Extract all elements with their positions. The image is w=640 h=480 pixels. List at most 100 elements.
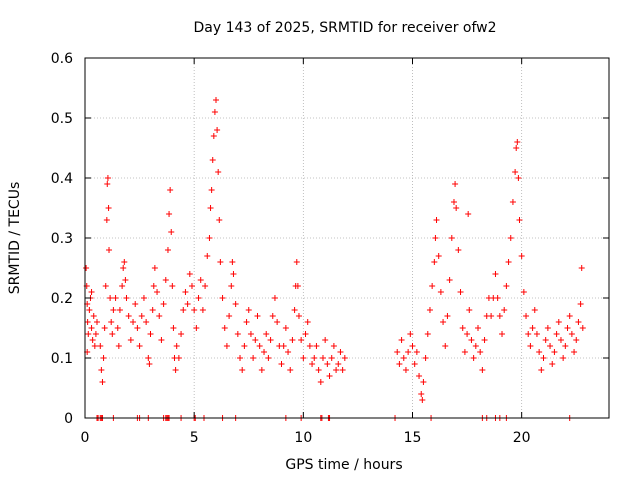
data-point <box>418 391 425 397</box>
data-point <box>394 349 401 355</box>
data-point <box>206 235 213 241</box>
data-point <box>512 169 519 175</box>
data-point <box>416 373 423 379</box>
data-point <box>333 367 340 373</box>
data-point <box>285 349 292 355</box>
data-point <box>568 331 575 337</box>
data-point <box>289 337 296 343</box>
data-point <box>337 349 344 355</box>
data-point <box>241 343 248 349</box>
data-point <box>429 283 436 289</box>
data-point <box>339 367 346 373</box>
data-point <box>518 253 525 259</box>
data-point <box>341 355 348 361</box>
data-point <box>211 109 218 115</box>
data-point <box>138 313 145 319</box>
data-point <box>207 205 214 211</box>
axes: 0 0.1 0.2 0.3 0.4 0.5 0.6 0 5 10 15 20 <box>51 51 609 446</box>
data-point <box>232 301 239 307</box>
data-point <box>442 343 449 349</box>
data-point <box>197 277 204 283</box>
data-point <box>448 235 455 241</box>
x-tick-label: 20 <box>513 430 531 446</box>
data-point <box>89 337 96 343</box>
data-point <box>317 379 324 385</box>
data-point <box>271 295 278 301</box>
data-point <box>250 355 257 361</box>
data-point <box>470 355 477 361</box>
data-point <box>215 169 222 175</box>
data-point <box>525 331 532 337</box>
data-point <box>282 325 289 331</box>
data-point <box>274 319 281 325</box>
data-point <box>195 295 202 301</box>
data-point <box>465 211 472 217</box>
data-point <box>158 337 165 343</box>
data-point <box>422 355 429 361</box>
data-point <box>551 349 558 355</box>
data-point <box>160 301 167 307</box>
data-point <box>226 313 233 319</box>
data-point <box>99 379 106 385</box>
data-point <box>492 271 499 277</box>
data-point <box>555 319 562 325</box>
data-point <box>455 247 462 253</box>
data-point <box>557 337 564 343</box>
data-point <box>328 355 335 361</box>
data-point <box>247 331 254 337</box>
data-point <box>433 217 440 223</box>
data-point <box>523 313 530 319</box>
data-point <box>577 301 584 307</box>
data-point <box>309 361 316 367</box>
data-point <box>112 295 119 301</box>
data-point <box>501 307 508 313</box>
grid-lines <box>85 58 609 418</box>
data-point <box>252 337 259 343</box>
data-point <box>267 337 274 343</box>
y-tick-label: 0.4 <box>51 171 73 187</box>
data-point <box>258 367 265 373</box>
data-point <box>145 355 152 361</box>
data-point <box>564 325 571 331</box>
data-point <box>516 217 523 223</box>
data-point <box>298 337 305 343</box>
data-point <box>515 175 522 181</box>
data-point <box>426 307 433 313</box>
data-point <box>173 343 180 349</box>
data-point <box>151 265 158 271</box>
data-point <box>146 361 153 367</box>
data-point <box>531 307 538 313</box>
y-tick-label: 0.6 <box>51 51 73 67</box>
data-point <box>88 289 95 295</box>
data-point <box>90 313 97 319</box>
data-point <box>432 235 439 241</box>
data-point <box>123 295 130 301</box>
data-point <box>499 331 506 337</box>
data-point <box>86 307 93 313</box>
data-point <box>210 133 217 139</box>
data-point <box>330 343 337 349</box>
data-point <box>217 259 224 265</box>
data-point <box>413 349 420 355</box>
data-point <box>306 343 313 349</box>
data-point <box>149 307 156 313</box>
data-point <box>562 343 569 349</box>
data-point <box>191 307 198 313</box>
x-tick-label: 15 <box>404 430 422 446</box>
data-point <box>263 331 270 337</box>
data-point <box>453 205 460 211</box>
data-point <box>223 343 230 349</box>
data-point <box>459 325 466 331</box>
data-point <box>505 259 512 265</box>
data-point <box>547 343 554 349</box>
data-point <box>398 337 405 343</box>
data-point <box>164 247 171 253</box>
data-point <box>140 295 147 301</box>
data-point <box>322 337 329 343</box>
data-point <box>97 343 104 349</box>
data-point <box>234 331 241 337</box>
data-point <box>544 325 551 331</box>
data-point <box>229 259 236 265</box>
data-point <box>335 361 342 367</box>
data-point <box>457 289 464 295</box>
